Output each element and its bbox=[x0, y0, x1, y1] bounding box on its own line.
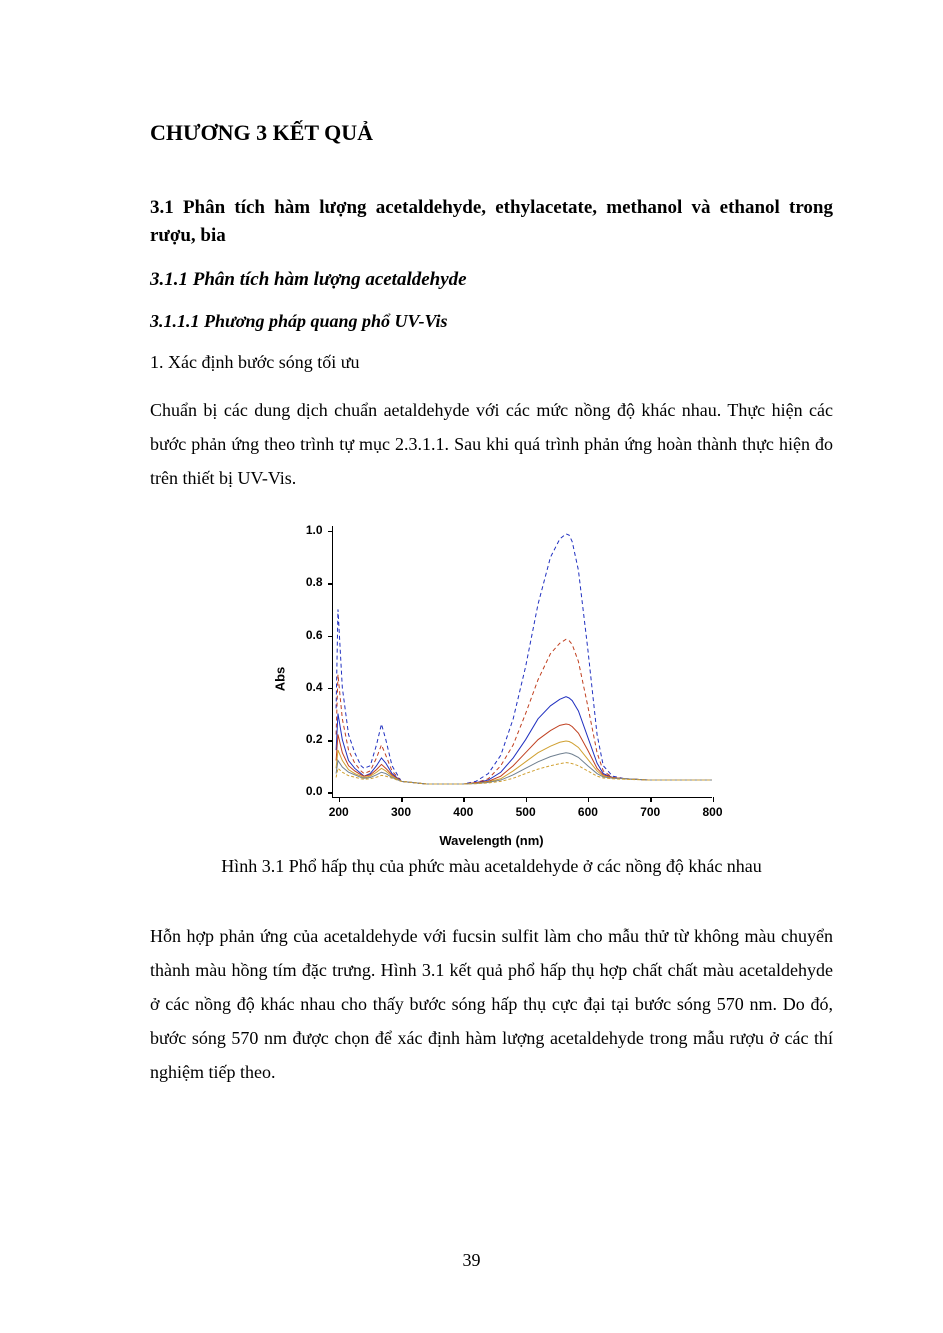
spectrum-line bbox=[336, 533, 712, 783]
absorbance-chart: Abs 0.00.20.40.60.81.0 20030040050060070… bbox=[252, 514, 732, 844]
y-tick-mark bbox=[328, 792, 333, 794]
spectra-lines bbox=[333, 526, 712, 797]
figure-3-1: Abs 0.00.20.40.60.81.0 20030040050060070… bbox=[150, 514, 833, 899]
y-tick-mark bbox=[328, 636, 333, 638]
page-number: 39 bbox=[0, 1250, 943, 1271]
x-tick-mark bbox=[339, 797, 341, 802]
x-tick-mark bbox=[588, 797, 590, 802]
y-tick-mark bbox=[328, 688, 333, 690]
spectrum-line bbox=[336, 639, 712, 784]
body-paragraph-2: Hỗn hợp phản ứng của acetaldehyde với fu… bbox=[150, 919, 833, 1090]
x-tick-mark bbox=[713, 797, 715, 802]
spectrum-line bbox=[336, 724, 712, 784]
subsection-title: 3.1.1 Phân tích hàm lượng acetaldehyde bbox=[150, 269, 833, 291]
numbered-item: 1. Xác định bước sóng tối ưu bbox=[150, 352, 833, 373]
x-tick-mark bbox=[526, 797, 528, 802]
x-tick-mark bbox=[650, 797, 652, 802]
x-axis-label: Wavelength (nm) bbox=[439, 833, 543, 848]
plot-area: 0.00.20.40.60.81.0 200300400500600700800 bbox=[332, 526, 712, 798]
subsubsection-title: 3.1.1.1 Phương pháp quang phổ UV-Vis bbox=[150, 311, 833, 332]
y-tick-mark bbox=[328, 583, 333, 585]
spectrum-line bbox=[336, 696, 712, 783]
section-title: 3.1 Phân tích hàm lượng acetaldehyde, et… bbox=[150, 194, 833, 249]
y-axis-label: Abs bbox=[272, 666, 287, 691]
y-tick-mark bbox=[328, 531, 333, 533]
x-tick-mark bbox=[401, 797, 403, 802]
chapter-title: CHƯƠNG 3 KẾT QUẢ bbox=[150, 120, 833, 146]
x-tick-mark bbox=[463, 797, 465, 802]
spectrum-line bbox=[336, 752, 712, 783]
figure-caption: Hình 3.1 Phổ hấp thụ của phức màu acetal… bbox=[221, 856, 762, 877]
body-paragraph-1: Chuẩn bị các dung dịch chuẩn aetaldehyde… bbox=[150, 393, 833, 496]
y-tick-mark bbox=[328, 740, 333, 742]
